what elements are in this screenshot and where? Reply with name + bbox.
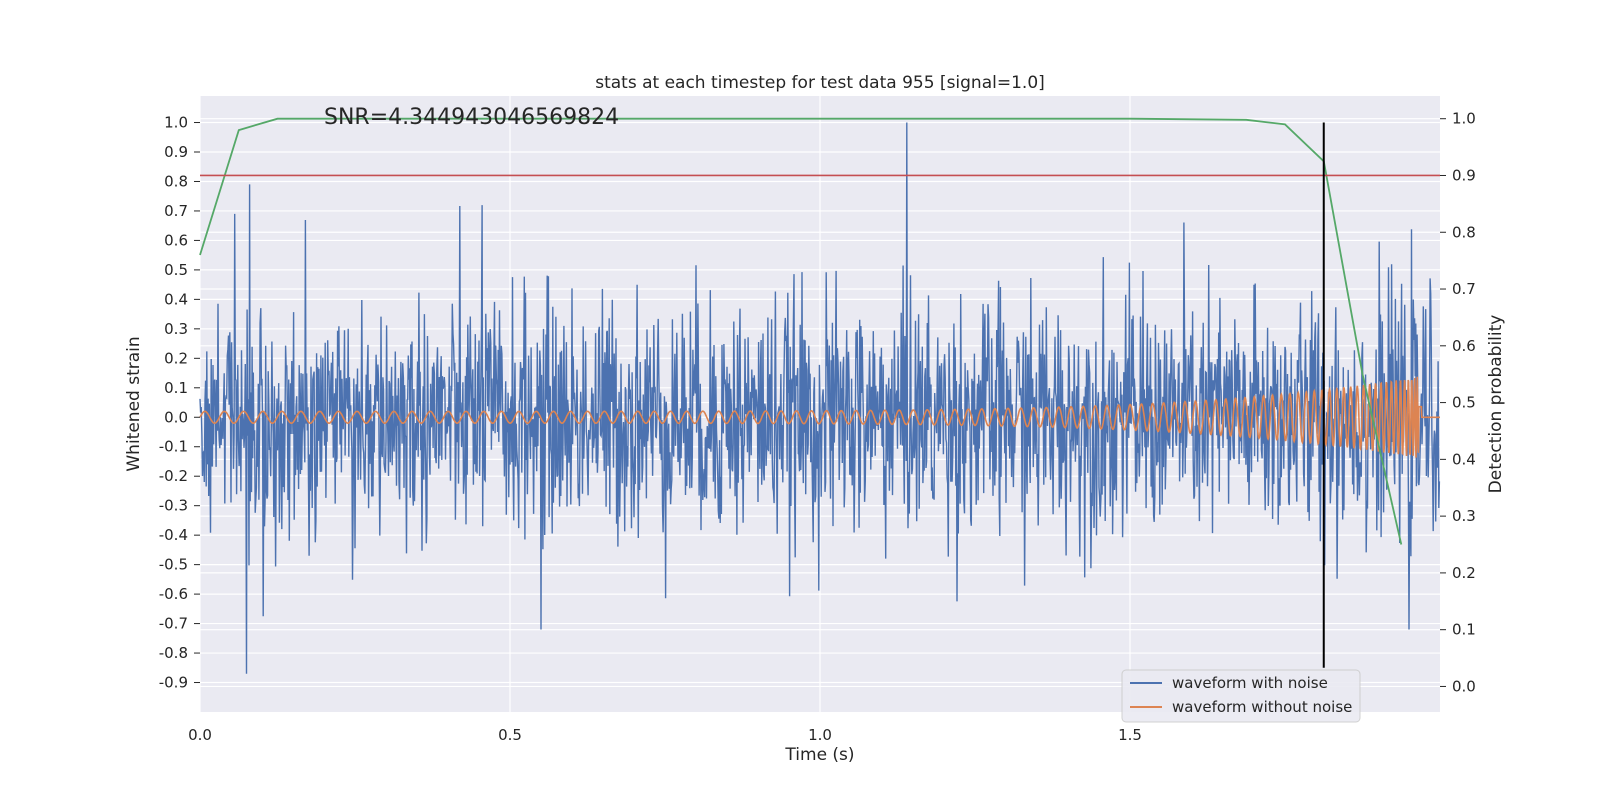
y2-tick-label: 0.3 — [1452, 507, 1476, 525]
y-tick-label: 0.1 — [164, 379, 188, 397]
y-tick-label: -0.8 — [159, 644, 188, 662]
y2-tick-label: 0.7 — [1452, 280, 1476, 298]
y-tick-label: 0.5 — [164, 261, 188, 279]
y2-tick-label: 1.0 — [1452, 110, 1476, 128]
noisy-line — [199, 122, 1441, 674]
y2-tick-label: 0.0 — [1452, 677, 1476, 695]
y-tick-label: 1.0 — [164, 114, 188, 132]
y-tick-label: -0.7 — [159, 615, 188, 633]
y-axis-label: Whitened strain — [124, 336, 144, 471]
y-tick-label: 0.0 — [164, 408, 188, 426]
y-tick-label: 0.6 — [164, 231, 188, 249]
y-tick-label: -0.4 — [159, 526, 188, 544]
x-tick-label: 1.0 — [808, 726, 832, 744]
y2-axis-label: Detection probability — [1486, 315, 1506, 494]
y-tick-label: 0.4 — [164, 290, 188, 308]
y-axis-ticks: 1.0 0.9 0.8 0.7 0.6 0.5 0.4 0.3 0.2 0.1 0.0 -0.1 -0.… — [159, 114, 200, 692]
legend-label-clean: waveform without noise — [1172, 698, 1352, 716]
x-axis-ticks: 0.0 0.5 1.0 1.5 — [188, 726, 1142, 744]
series-waveform-without-noise — [199, 376, 1440, 458]
series-detection-probability — [199, 117, 1403, 545]
y-tick-label: -0.2 — [159, 467, 188, 485]
x-axis-label: Time (s) — [784, 745, 854, 765]
legend-label-noisy: waveform with noise — [1172, 674, 1328, 692]
y2-tick-label: 0.8 — [1452, 223, 1476, 241]
legend: waveform with noise waveform without noi… — [1121, 669, 1361, 723]
y-tick-label: 0.3 — [164, 320, 188, 338]
y-tick-label: -0.9 — [159, 674, 188, 692]
y-tick-label: -0.5 — [159, 556, 188, 574]
y2-tick-label: 0.6 — [1452, 337, 1476, 355]
y-tick-label: 0.8 — [164, 172, 188, 190]
y-tick-label: 0.7 — [164, 202, 188, 220]
y-tick-label: 0.9 — [164, 143, 188, 161]
y2-axis-ticks: 1.0 0.9 0.8 0.7 0.6 0.5 0.4 0.3 0.2 0.1 0.0 — [1440, 110, 1476, 695]
y-tick-label: 0.2 — [164, 349, 188, 367]
y2-tick-label: 0.1 — [1452, 621, 1476, 639]
clean-line — [199, 376, 1440, 458]
y-tick-label: -0.3 — [159, 497, 188, 515]
x-tick-label: 0.0 — [188, 726, 212, 744]
probability-line — [199, 117, 1403, 545]
y2-tick-label: 0.4 — [1452, 450, 1476, 468]
y-tick-label: -0.6 — [159, 585, 188, 603]
y2-tick-label: 0.9 — [1452, 166, 1476, 184]
legend-box — [1121, 669, 1361, 723]
snr-annotation: SNR=4.344943046569824 — [324, 105, 619, 130]
series-waveform-with-noise — [199, 122, 1441, 674]
y2-tick-label: 0.2 — [1452, 564, 1476, 582]
y2-tick-label: 0.5 — [1452, 394, 1476, 412]
x-tick-label: 0.5 — [498, 726, 522, 744]
chart-title: stats at each timestep for test data 955… — [595, 73, 1045, 93]
y-tick-label: -0.1 — [159, 438, 188, 456]
x-tick-label: 1.5 — [1118, 726, 1142, 744]
